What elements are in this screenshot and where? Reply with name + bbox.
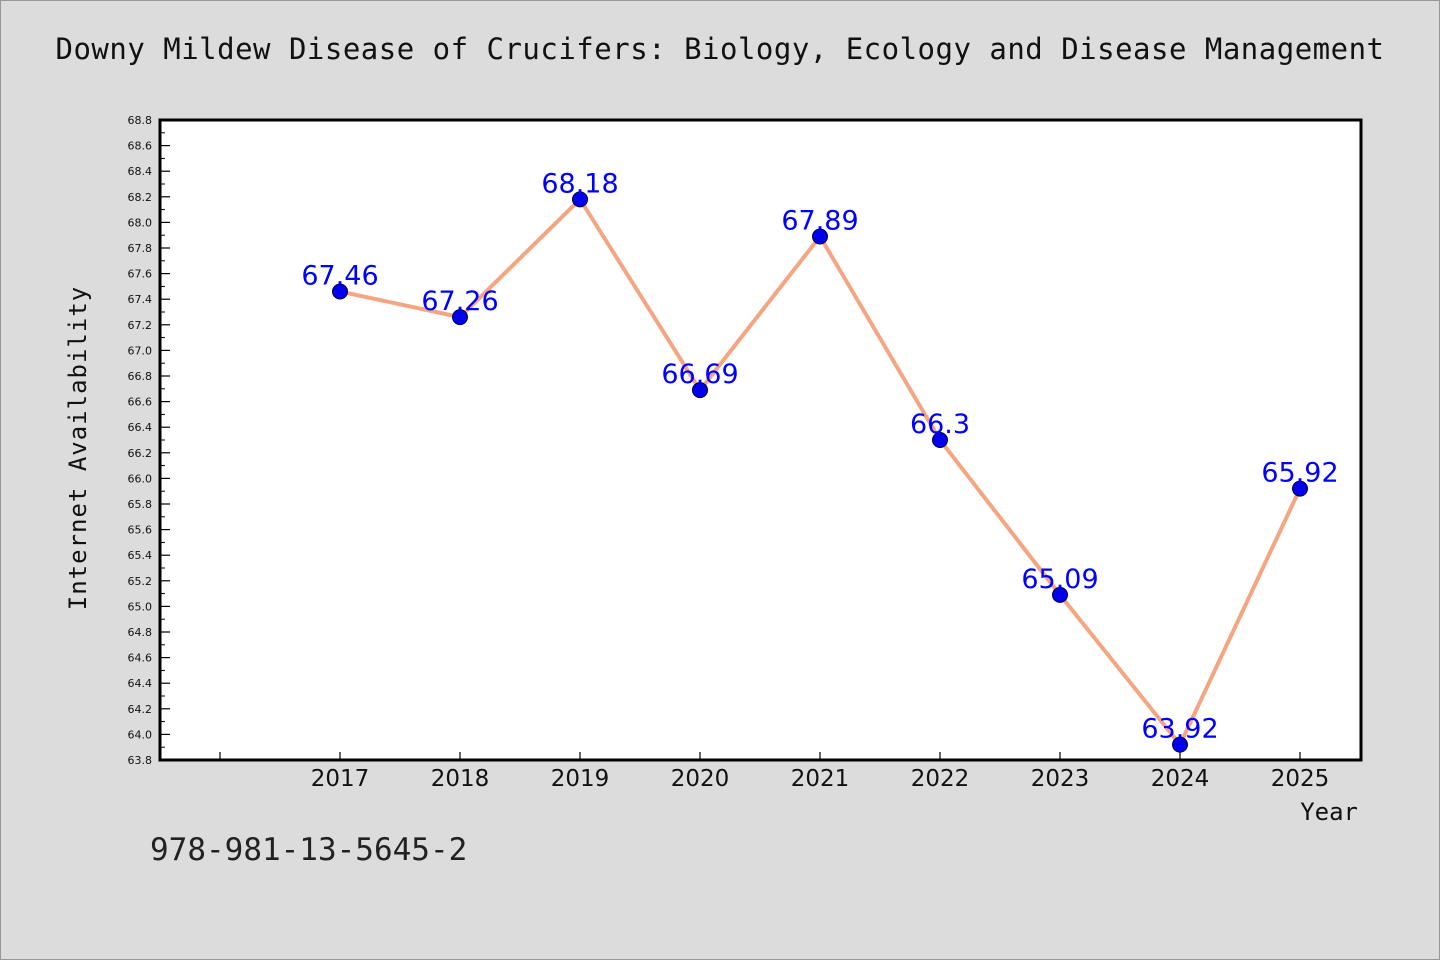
y-tick-label: 68.0 <box>128 216 153 229</box>
y-tick-label: 64.6 <box>128 652 153 665</box>
y-tick-label: 66.8 <box>128 370 153 383</box>
x-axis-ticks: 2017 2018 2019 2020 2021 2022 2023 2024 2025 <box>219 752 1330 792</box>
y-tick-label: 67.2 <box>128 319 153 332</box>
data-label: 66.3 <box>910 409 970 440</box>
data-point <box>692 382 708 399</box>
y-tick-label: 68.8 <box>128 114 153 127</box>
data-label: 65.09 <box>1021 564 1098 595</box>
chart-title: Downy Mildew Disease of Crucifers: Biolo… <box>55 32 1385 66</box>
data-label: 67.89 <box>781 205 858 236</box>
y-tick-label: 67.8 <box>128 242 153 255</box>
y-tick-label: 67.4 <box>128 293 153 306</box>
x-tick-label: 2017 <box>311 766 370 792</box>
x-tick-label: 2021 <box>791 766 850 792</box>
y-tick-label: 65.6 <box>128 524 153 537</box>
y-tick-label: 64.8 <box>128 626 153 639</box>
plot-area <box>158 118 1363 762</box>
y-tick-label: 64.0 <box>128 728 153 741</box>
y-tick-label: 67.0 <box>128 344 153 357</box>
series-group: 67.46 67.26 68.18 66.69 67.89 66.3 65.09 63.92 6… <box>301 168 1339 753</box>
x-tick-label: 2025 <box>1271 766 1330 792</box>
y-tick-label: 66.4 <box>128 421 153 434</box>
x-tick-label: 2023 <box>1031 766 1090 792</box>
x-tick-label: 2024 <box>1151 766 1210 792</box>
y-tick-label: 65.8 <box>128 498 153 511</box>
data-label: 63.92 <box>1141 714 1218 745</box>
y-tick-label: 63.8 <box>128 754 153 767</box>
y-tick-label: 66.2 <box>128 447 153 460</box>
x-axis-label: Year <box>1300 798 1358 826</box>
y-tick-label: 64.2 <box>128 703 153 716</box>
x-tick-label: 2019 <box>551 766 610 792</box>
data-point <box>452 309 468 326</box>
data-label: 66.69 <box>661 359 738 390</box>
y-tick-label: 68.4 <box>128 165 153 178</box>
data-point <box>1172 736 1188 753</box>
x-tick-label: 2020 <box>671 766 730 792</box>
data-point <box>812 228 828 245</box>
data-point <box>1052 586 1068 603</box>
data-label: 67.46 <box>301 261 378 292</box>
data-point <box>332 283 348 300</box>
data-label: 68.18 <box>541 168 618 199</box>
data-label: 65.92 <box>1261 458 1338 489</box>
y-tick-label: 68.2 <box>128 191 153 204</box>
y-tick-label: 67.6 <box>128 268 153 281</box>
y-tick-label: 64.4 <box>128 677 153 690</box>
x-tick-label: 2018 <box>431 766 490 792</box>
data-point <box>572 191 588 208</box>
y-tick-label: 65.4 <box>128 549 153 562</box>
data-point <box>1292 480 1308 497</box>
y-tick-label: 66.6 <box>128 396 153 409</box>
isbn-footer-text: 978-981-13-5645-2 <box>150 832 468 868</box>
y-tick-label: 68.6 <box>128 140 153 153</box>
x-tick-label: 2022 <box>911 766 970 792</box>
y-axis-label: Internet Availability <box>64 286 92 610</box>
y-tick-label: 66.0 <box>128 472 153 485</box>
data-point <box>932 432 948 448</box>
y-axis-ticks: 63.8 64.0 64.2 64.4 64.6 64.8 65.0 65.2 65.4 65.6… <box>128 114 170 767</box>
y-tick-label: 65.2 <box>128 575 153 588</box>
data-label: 67.26 <box>421 286 498 317</box>
y-tick-label: 65.0 <box>128 600 153 613</box>
